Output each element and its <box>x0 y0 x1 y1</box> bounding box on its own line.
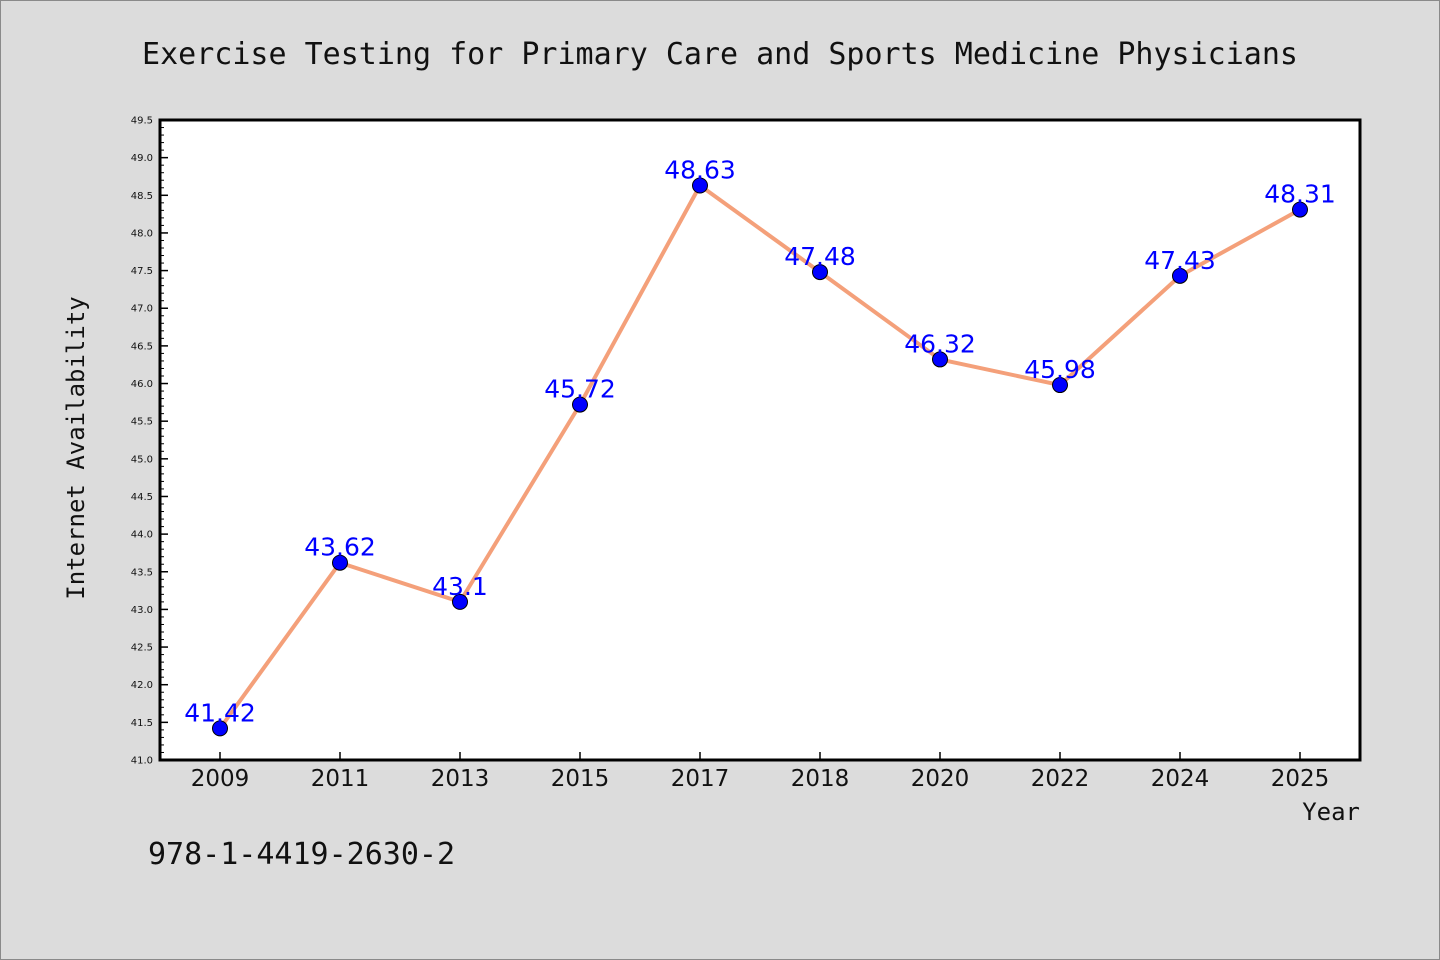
data-point <box>1172 267 1188 284</box>
data-point <box>812 264 828 281</box>
data-label: 45.98 <box>1024 355 1096 384</box>
y-tick-label: 47.0 <box>131 304 153 315</box>
series-internet-availability: 41.42 43.62 43.1 45.72 48.63 47.48 46.32 45.98 4… <box>184 156 1336 737</box>
x-tick-label: 2025 <box>1271 766 1330 792</box>
data-label: 45.72 <box>544 375 616 404</box>
data-label: 43.62 <box>304 533 376 562</box>
y-tick-label: 49.5 <box>131 116 153 127</box>
series-line <box>218 183 1302 731</box>
y-axis-label: Internet Availability <box>62 296 90 599</box>
data-point <box>212 720 228 737</box>
data-label: 48.31 <box>1264 180 1336 209</box>
y-tick-label: 45.0 <box>131 454 153 465</box>
data-point <box>692 177 708 194</box>
y-tick-label: 43.5 <box>131 567 153 578</box>
y-tick-label: 42.5 <box>131 643 153 654</box>
x-tick-label: 2022 <box>1031 766 1090 792</box>
x-tick-label: 2011 <box>311 766 370 792</box>
data-label: 47.43 <box>1144 246 1216 275</box>
data-point <box>452 593 468 610</box>
chart-title: Exercise Testing for Primary Care and Sp… <box>142 37 1298 72</box>
x-axis-label: Year <box>1302 798 1360 826</box>
x-tick-label: 2020 <box>911 766 970 792</box>
y-tick-label: 49.0 <box>131 153 153 164</box>
plot-area <box>158 118 1362 762</box>
data-point <box>932 351 948 368</box>
data-label: 48.63 <box>664 156 736 185</box>
data-label: 46.32 <box>904 329 976 358</box>
data-point <box>572 396 588 413</box>
x-tick-label: 2015 <box>551 766 610 792</box>
y-tick-label: 46.5 <box>131 341 153 352</box>
y-tick-label: 41.0 <box>131 756 153 767</box>
isbn-footer: 978-1-4419-2630-2 <box>148 837 455 872</box>
x-tick-label: 2013 <box>431 766 490 792</box>
data-point <box>1292 201 1308 218</box>
y-tick-label: 42.0 <box>131 680 153 691</box>
data-point <box>332 554 348 571</box>
y-tick-label: 44.5 <box>131 492 153 503</box>
data-point <box>1052 377 1068 394</box>
x-axis: 2009 2011 2013 2015 2017 2018 2020 2022 2024 2025 <box>191 752 1330 792</box>
y-tick-label: 48.0 <box>131 228 153 239</box>
y-tick-label: 41.5 <box>131 718 153 729</box>
data-label: 41.42 <box>184 698 256 727</box>
y-axis: 41.0 41.5 42.0 42.5 43.0 43.5 44.0 44.5 45.0 45.5… <box>131 116 168 767</box>
x-tick-label: 2018 <box>791 766 850 792</box>
y-tick-label: 46.0 <box>131 379 153 390</box>
data-label: 47.48 <box>784 242 856 271</box>
y-tick-label: 45.5 <box>131 417 153 428</box>
x-tick-label: 2024 <box>1151 766 1210 792</box>
x-tick-label: 2009 <box>191 766 250 792</box>
y-tick-label: 44.0 <box>131 530 153 541</box>
x-tick-label: 2017 <box>671 766 730 792</box>
data-label: 43.1 <box>432 572 488 601</box>
y-tick-label: 43.0 <box>131 605 153 616</box>
y-tick-label: 48.5 <box>131 191 153 202</box>
y-tick-label: 47.5 <box>131 266 153 277</box>
